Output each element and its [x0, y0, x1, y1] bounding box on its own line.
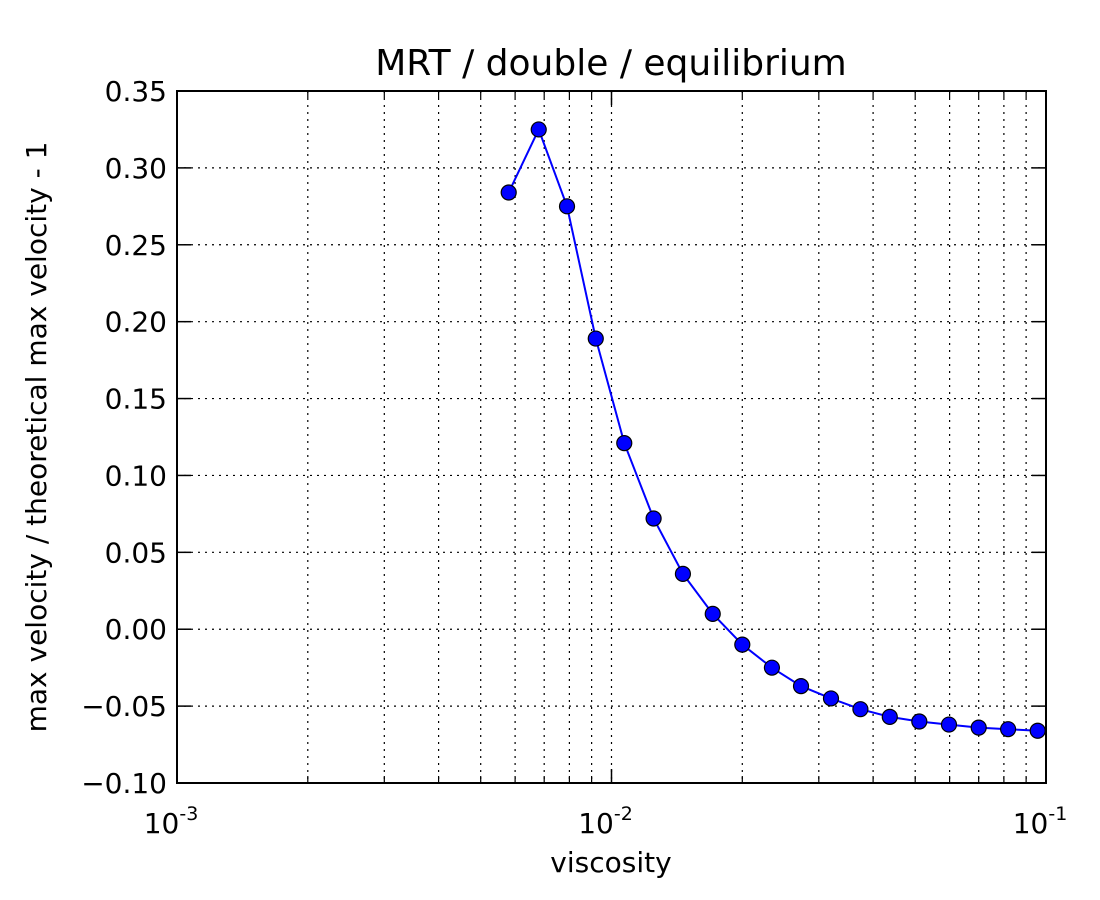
y-tick-label: 0.05: [105, 536, 167, 569]
data-point: [970, 719, 987, 736]
x-tick-label: 10-3: [144, 803, 199, 840]
x-tick-labels: 10-3 10-2 10-1: [144, 803, 1068, 840]
data-point: [1029, 722, 1046, 739]
data-point: [763, 659, 781, 676]
y-tick-label: 0.15: [105, 383, 167, 416]
data-point: [822, 690, 840, 707]
data-point: [558, 198, 576, 215]
data-point: [587, 330, 604, 347]
data-point: [645, 510, 662, 527]
data-point: [999, 721, 1017, 738]
x-axis-label: viscosity: [550, 846, 671, 879]
data-point: [674, 565, 692, 582]
data-point: [616, 435, 633, 452]
series-line: [507, 126, 1038, 732]
plot-frame: [176, 90, 1047, 784]
data-point: [852, 701, 869, 718]
y-tick-label: 0.20: [105, 306, 167, 339]
y-axis-label: max velocity / theoretical max velocity …: [20, 142, 53, 733]
y-tick-label: 0.25: [105, 229, 167, 262]
data-point: [734, 636, 751, 653]
data-point: [530, 121, 547, 138]
grid: [176, 90, 1047, 784]
y-tick-label: −0.10: [81, 767, 167, 800]
y-tick-label: 0.35: [105, 75, 167, 108]
data-point: [940, 716, 958, 733]
data-point: [911, 713, 928, 730]
y-tick-label: −0.05: [81, 690, 167, 723]
data-point: [704, 605, 721, 622]
data-point: [881, 708, 898, 725]
chart-title: MRT / double / equilibrium: [375, 43, 847, 84]
data-point: [500, 184, 517, 201]
x-tick-label: 10-1: [1013, 803, 1068, 840]
y-tick-label: 0.00: [105, 613, 167, 646]
data-point: [792, 678, 810, 695]
data-series: [500, 121, 1046, 739]
x-tick-label: 10-2: [578, 803, 633, 840]
y-tick-label: 0.30: [105, 152, 167, 185]
y-tick-labels: 0.35 0.30 0.25 0.20 0.15 0.10 0.05 0.00 −0.05 −0.…: [81, 75, 167, 800]
y-tick-label: 0.10: [105, 459, 167, 492]
